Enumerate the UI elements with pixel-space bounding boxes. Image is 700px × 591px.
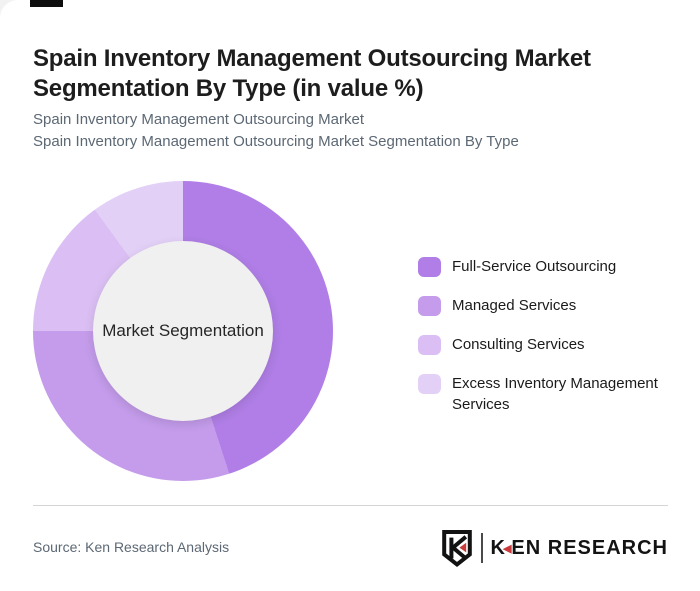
brand-wordmark: K◀EN RESEARCH (491, 537, 669, 560)
donut-center: Market Segmentation (93, 241, 273, 421)
chart-legend: Full-Service Outsourcing Managed Service… (418, 256, 670, 415)
chart-subtitles: Spain Inventory Management Outsourcing M… (33, 109, 673, 153)
brand-rest: EN RESEARCH (511, 536, 668, 559)
source-text: Source: Ken Research Analysis (33, 539, 230, 555)
subtitle-line-1: Spain Inventory Management Outsourcing M… (33, 111, 365, 128)
legend-label: Full-Service Outsourcing (452, 258, 617, 275)
legend-swatch (418, 374, 441, 394)
red-triangle-icon: ◀ (502, 542, 513, 555)
footer-divider (33, 505, 668, 506)
shield-k-icon (441, 530, 472, 567)
top-left-black-bar (30, 0, 63, 7)
donut-chart: Market Segmentation (33, 181, 333, 481)
brand-letter-k: K (490, 536, 506, 559)
logo-separator (480, 533, 483, 563)
donut-center-label: Market Segmentation (102, 321, 264, 340)
legend-item: Consulting Services (418, 334, 670, 355)
legend-item: Excess Inventory Management Services (418, 373, 670, 415)
legend-label: Managed Services (452, 297, 577, 314)
legend-swatch (418, 296, 441, 316)
legend-label: Consulting Services (452, 336, 585, 353)
ken-research-logo: K◀EN RESEARCH (441, 528, 669, 568)
subtitle-line-2: Spain Inventory Management Outsourcing M… (33, 133, 519, 150)
legend-swatch (418, 335, 441, 355)
legend-swatch (418, 257, 441, 277)
chart-title: Spain Inventory Management Outsourcing M… (33, 45, 591, 103)
legend-label: Excess Inventory Management Services (452, 375, 658, 413)
legend-item: Full-Service Outsourcing (418, 256, 670, 277)
legend-item: Managed Services (418, 295, 670, 316)
